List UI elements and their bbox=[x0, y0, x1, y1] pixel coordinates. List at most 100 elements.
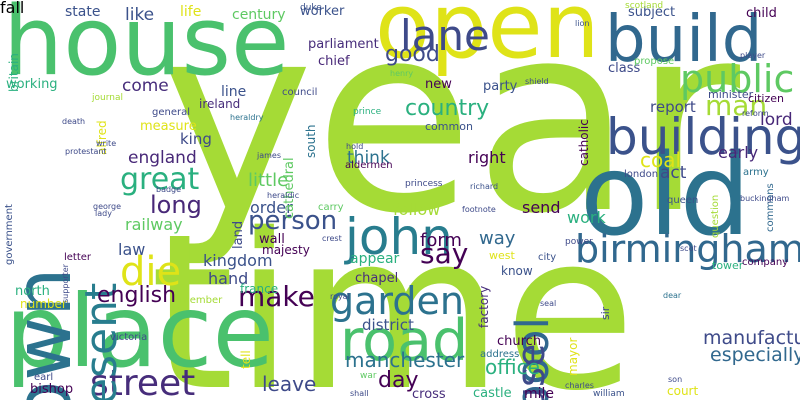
word: heraldic bbox=[267, 191, 300, 200]
word: tell bbox=[239, 350, 253, 369]
word: army bbox=[743, 167, 769, 178]
word: royal bbox=[330, 292, 350, 301]
word: line bbox=[221, 84, 247, 100]
word: factory bbox=[477, 286, 491, 329]
word: king bbox=[180, 130, 212, 148]
word: work bbox=[567, 208, 606, 227]
word: cathedral bbox=[282, 157, 297, 220]
word: kingdom bbox=[203, 251, 273, 270]
word: fall bbox=[0, 0, 25, 17]
word: footnote bbox=[462, 205, 496, 214]
word: good bbox=[385, 42, 440, 67]
word: time bbox=[150, 187, 636, 400]
word: prince bbox=[353, 107, 382, 117]
word: castle bbox=[473, 386, 512, 400]
word: know bbox=[501, 264, 533, 278]
word: buckingham bbox=[740, 194, 790, 203]
word: day bbox=[378, 368, 419, 393]
word: new bbox=[425, 77, 452, 92]
word: appear bbox=[350, 251, 400, 267]
word: english bbox=[97, 283, 177, 308]
word: chief bbox=[318, 54, 350, 69]
word: coal bbox=[640, 148, 682, 172]
word: lady bbox=[95, 209, 112, 218]
word: france bbox=[240, 282, 279, 296]
word: house bbox=[3, 0, 290, 97]
word: victoria bbox=[110, 332, 148, 343]
word: power bbox=[565, 237, 593, 247]
word: carry bbox=[318, 202, 344, 213]
word: company bbox=[742, 257, 789, 268]
word: parliament bbox=[308, 37, 379, 52]
word: road bbox=[340, 308, 469, 374]
word: church bbox=[497, 334, 542, 349]
word: manchester bbox=[345, 348, 465, 372]
word: john bbox=[345, 208, 453, 266]
word: make bbox=[238, 280, 315, 313]
word: great bbox=[120, 162, 200, 197]
word: george bbox=[93, 202, 122, 211]
word: say bbox=[420, 237, 469, 270]
word: citizen bbox=[748, 92, 784, 105]
word: journal bbox=[92, 93, 123, 103]
word: number bbox=[20, 297, 67, 311]
word: man bbox=[705, 89, 768, 122]
word: little bbox=[248, 170, 289, 191]
word: north bbox=[15, 284, 50, 299]
word: commons bbox=[765, 183, 776, 232]
word: mile bbox=[524, 386, 555, 400]
word: queen bbox=[667, 195, 699, 206]
word: district bbox=[362, 316, 414, 334]
word: worker bbox=[300, 4, 345, 19]
word: class bbox=[608, 61, 641, 76]
word: propose bbox=[634, 56, 675, 67]
word: common bbox=[425, 120, 473, 133]
word: james bbox=[257, 151, 282, 160]
word: report bbox=[650, 98, 696, 116]
word: lion bbox=[575, 19, 590, 28]
word: majesty bbox=[262, 243, 310, 257]
word: britain bbox=[7, 53, 21, 93]
word: question bbox=[710, 194, 721, 238]
word: council bbox=[282, 87, 318, 98]
word: supporter bbox=[61, 264, 70, 304]
word: form bbox=[420, 230, 462, 251]
word: protestant bbox=[65, 147, 107, 156]
word: land bbox=[231, 221, 246, 250]
word: lord bbox=[760, 110, 793, 130]
word: like bbox=[125, 5, 155, 25]
word: seal bbox=[540, 299, 557, 308]
word: son bbox=[668, 375, 683, 384]
word: chapel bbox=[355, 271, 399, 286]
word: tower bbox=[712, 259, 744, 272]
word: general bbox=[152, 107, 191, 118]
word: crest bbox=[322, 234, 342, 243]
word: especially bbox=[710, 344, 800, 366]
word: scotland bbox=[625, 1, 664, 11]
word: come bbox=[122, 76, 169, 96]
word: charles bbox=[565, 381, 594, 390]
word: wall bbox=[259, 232, 285, 247]
word: leave bbox=[262, 372, 317, 396]
word: way bbox=[479, 228, 516, 249]
word: measure bbox=[140, 119, 197, 134]
word: open bbox=[375, 0, 600, 79]
word: person bbox=[248, 206, 338, 236]
word: lane bbox=[400, 11, 490, 60]
word: child bbox=[746, 6, 777, 21]
word: player bbox=[740, 51, 766, 60]
word: public bbox=[680, 57, 795, 101]
word: death bbox=[62, 117, 86, 126]
word: mayor bbox=[566, 337, 580, 376]
word: office bbox=[485, 355, 540, 379]
word: life bbox=[180, 4, 202, 20]
word: heraldry bbox=[230, 113, 264, 122]
word: shield bbox=[525, 77, 549, 86]
word: subject bbox=[628, 5, 676, 20]
word: building bbox=[606, 108, 800, 166]
word: old bbox=[580, 131, 751, 261]
word: richard bbox=[470, 182, 499, 191]
word: street bbox=[90, 363, 196, 400]
word: think bbox=[347, 148, 390, 168]
